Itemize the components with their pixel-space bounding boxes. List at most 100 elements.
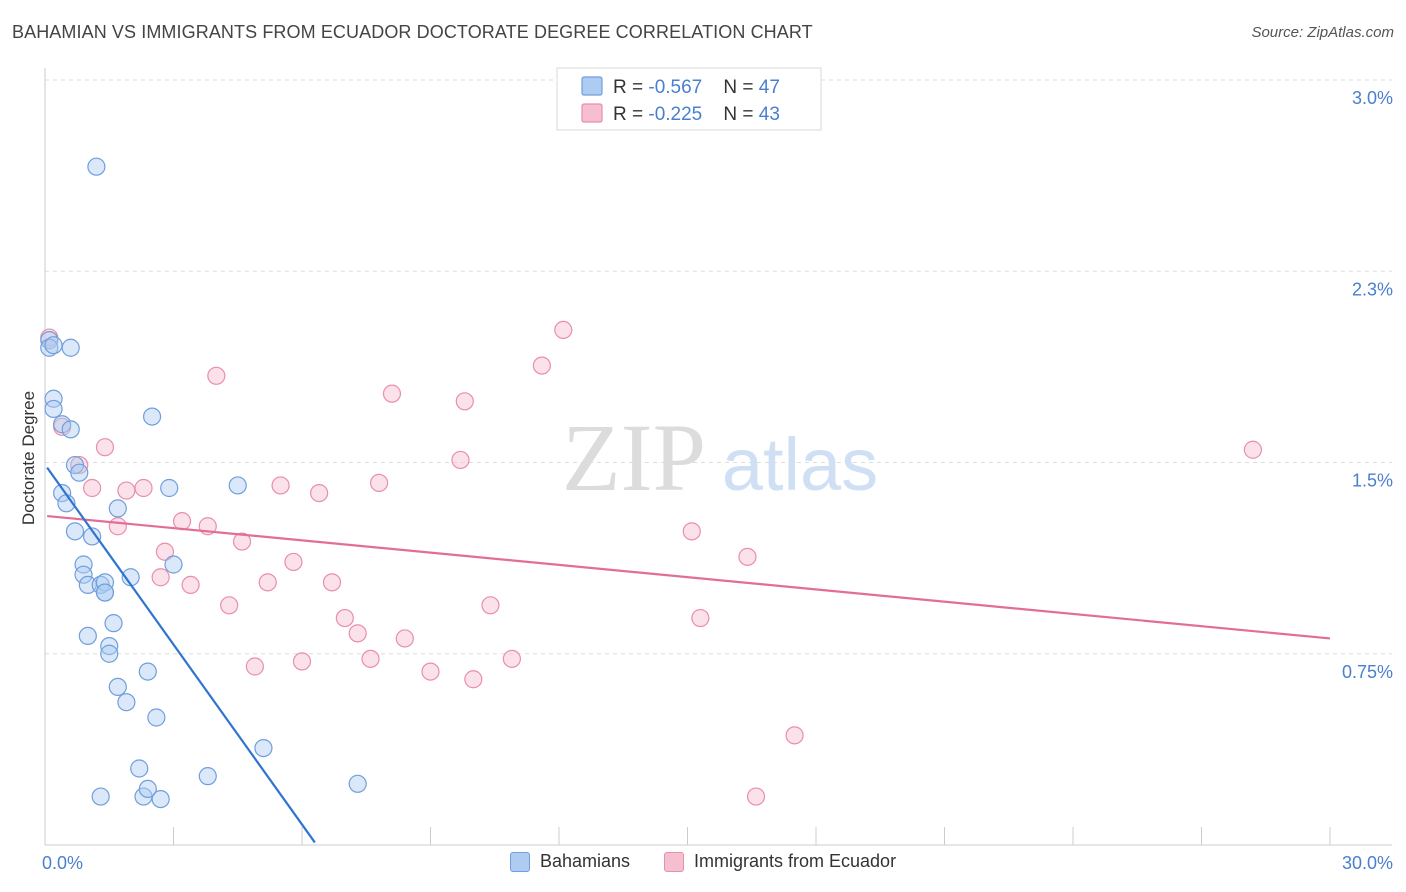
bahamian-point-25 [164,555,183,574]
ecuador-point-5 [108,517,127,536]
series-bahamians-points [40,157,367,809]
ecuador-point-30 [451,450,470,470]
ecuador-point-35 [532,356,551,375]
series-immigrants-from-ecuador-points [40,320,1263,806]
y-axis-label: Doctorate Degree [19,391,38,525]
bahamian-point-11 [70,463,89,482]
ecuador-point-14 [220,596,239,615]
stats-swatch-blue [581,76,603,96]
y-tick-label-3: 3.0% [1352,88,1393,108]
bahamian-point-32 [138,662,157,681]
watermark-atlas: atlas [722,423,878,506]
y-tick-label-0: 0.75% [1342,662,1393,682]
bahamian-point-12 [53,484,72,503]
legend-swatch-pink [664,851,684,872]
y-tick-label-1: 1.5% [1352,471,1393,491]
bahamian-point-43 [151,789,170,809]
bahamian-point-9 [142,407,162,426]
bahamian-point-6 [44,399,63,419]
legend-item-bahamians: Bahamians [509,851,630,872]
bahamian-point-29 [104,614,123,633]
bahamian-point-19 [74,555,93,574]
ecuador-point-2 [70,455,89,475]
ecuador-point-42 [1243,440,1263,459]
bahamian-point-5 [44,389,63,408]
legend-label-bahamians: Bahamians [539,851,630,871]
ecuador-point-8 [151,568,170,587]
ecuador-point-4 [95,438,115,457]
bahamian-point-14 [160,478,179,498]
stats-swatch-pink [581,103,603,123]
bahamian-point-38 [198,767,217,786]
bahamian-point-23 [95,573,115,592]
ecuador-point-17 [258,573,277,592]
bahamian-point-15 [228,476,247,495]
ecuador-point-24 [348,624,367,643]
series-legend: Bahamians Immigrants from Ecuador [0,851,1406,872]
bahamian-point-42 [138,779,157,799]
stats-row-1: R = -0.225 N = 43 [613,104,780,125]
ecuador-point-34 [502,649,521,668]
bahamian-point-37 [130,759,149,778]
ecuador-point-38 [691,608,710,628]
trend-line-ecuador [47,514,1331,640]
bahamian-point-4 [87,157,106,176]
bahamian-point-2 [44,336,63,355]
ecuador-point-21 [310,484,329,503]
bahamian-point-16 [108,499,127,518]
ecuador-point-23 [335,608,354,628]
ecuador-point-11 [181,575,200,595]
bahamian-point-39 [348,774,367,793]
trend-lines [46,466,1331,844]
tick-labels: 0.75% 1.5% 2.3% 3.0% 0.0% 30.0% [42,88,1393,873]
grid-lines [45,79,1392,655]
ecuador-point-29 [421,662,440,681]
watermark-zip: ZIP [562,404,706,511]
ecuador-point-15 [232,532,252,551]
bahamian-point-28 [78,626,97,646]
x-tick-label-1: 30.0% [1342,853,1393,873]
ecuador-point-41 [746,787,766,806]
ecuador-point-10 [172,512,192,531]
bahamian-point-18 [83,527,102,546]
bahamian-point-20 [74,565,93,584]
legend-swatch-blue [509,851,530,872]
source-label: Source: ZipAtlas.com [1251,24,1394,41]
ecuador-point-25 [361,649,380,668]
bahamian-point-40 [91,787,110,806]
y-tick-label-2: 2.3% [1352,279,1393,299]
stats-legend: R = -0.567 N = 47 R = -0.225 N = 43 [556,67,822,131]
ecuador-point-37 [682,522,701,541]
ecuador-point-13 [207,366,226,385]
ecuador-point-28 [395,629,414,648]
ecuador-point-39 [738,547,757,566]
trend-line-bahamians [46,466,316,844]
x-tick-label-0: 0.0% [42,853,83,873]
ecuador-point-19 [284,552,303,572]
ecuador-point-6 [117,481,136,500]
ecuador-point-7 [134,478,153,498]
ecuador-point-27 [382,384,402,403]
ecuador-point-18 [271,476,290,495]
bahamian-point-30 [100,636,119,656]
bahamian-point-31 [100,644,119,663]
ecuador-point-3 [83,478,102,498]
bahamian-point-3 [61,338,80,357]
bahamian-point-33 [108,677,127,697]
legend-item-immigrants-from-ecuador: Immigrants from Ecuador [664,851,896,872]
stats-row-0: R = -0.567 N = 47 [613,77,780,98]
bahamian-point-7 [53,415,72,434]
ecuador-point-22 [322,573,342,592]
legend-label-immigrants-from-ecuador: Immigrants from Ecuador [694,851,897,871]
bahamian-point-36 [254,738,273,758]
ecuador-point-40 [785,726,804,745]
ecuador-point-31 [455,392,474,411]
watermark: ZIP atlas [562,404,878,511]
ecuador-point-16 [245,657,264,676]
bahamian-point-35 [147,708,166,727]
bahamian-point-17 [65,522,85,541]
ecuador-point-36 [554,320,573,339]
bahamian-point-8 [61,420,80,439]
bahamian-point-34 [117,693,136,712]
